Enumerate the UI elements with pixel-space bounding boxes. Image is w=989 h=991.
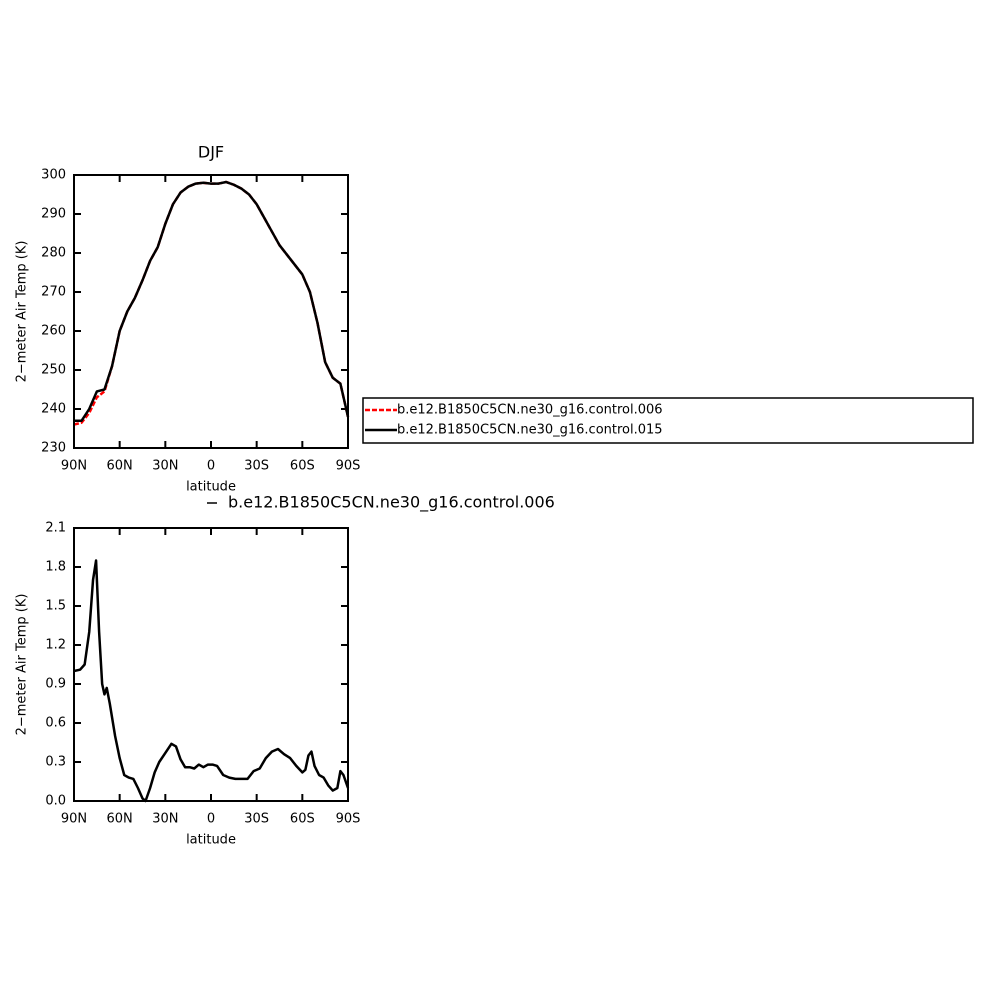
x-tick-label: 90N: [61, 812, 87, 827]
y-tick-label: 300: [41, 168, 66, 183]
data-line: [74, 180, 350, 422]
y-tick-label: 0.3: [45, 755, 66, 770]
y-axis-label: 2−meter Air Temp (K): [15, 241, 30, 383]
x-tick-label: 60S: [290, 459, 315, 474]
y-tick-label: 280: [41, 246, 66, 261]
y-tick-label: 1.5: [45, 599, 66, 614]
x-tick-label: 90S: [336, 812, 361, 827]
y-tick-label: 290: [41, 207, 66, 222]
x-tick-label: 30S: [244, 459, 269, 474]
x-axis-label: latitude: [186, 480, 236, 495]
y-tick-label: 240: [41, 402, 66, 417]
y-tick-label: 2.1: [45, 521, 66, 536]
legend-label: b.e12.B1850C5CN.ne30_g16.control.006: [397, 403, 663, 418]
x-tick-label: 30S: [244, 812, 269, 827]
y-tick-label: 230: [41, 441, 66, 456]
chart-title: DJF: [198, 143, 224, 162]
y-tick-label: 1.8: [45, 560, 66, 575]
x-tick-label: 60N: [107, 459, 133, 474]
data-line: [73, 559, 350, 803]
legend-label: b.e12.B1850C5CN.ne30_g16.control.015: [397, 423, 663, 438]
data-line: [73, 180, 350, 426]
y-tick-label: 260: [41, 324, 66, 339]
y-tick-label: 0.0: [45, 794, 66, 809]
plot-frame: [73, 527, 349, 802]
y-tick-label: 270: [41, 285, 66, 300]
legend-label: b.e12.B1850C5CN.ne30_g16.control.006: [228, 493, 555, 513]
x-tick-label: 0: [207, 459, 215, 474]
y-tick-label: 0.9: [45, 677, 66, 692]
plot-frame: [73, 174, 349, 449]
x-tick-label: 60N: [107, 812, 133, 827]
x-tick-label: 30N: [152, 812, 178, 827]
x-axis-label: latitude: [186, 833, 236, 848]
y-tick-label: 250: [41, 363, 66, 378]
legend-box: [362, 397, 974, 444]
y-tick-label: 1.2: [45, 638, 66, 653]
x-tick-label: 30N: [152, 459, 178, 474]
y-axis-label: 2−meter Air Temp (K): [15, 594, 30, 736]
x-tick-label: 90N: [61, 459, 87, 474]
x-tick-label: 0: [207, 812, 215, 827]
y-tick-label: 0.6: [45, 716, 66, 731]
x-tick-label: 60S: [290, 812, 315, 827]
x-tick-label: 90S: [336, 459, 361, 474]
